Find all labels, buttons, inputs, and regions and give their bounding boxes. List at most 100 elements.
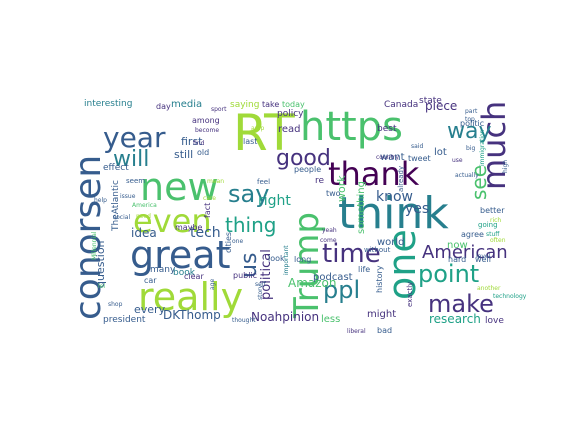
cloud-word: mean — [207, 178, 224, 185]
cloud-word: policy — [277, 109, 304, 119]
cloud-word: actually — [455, 172, 479, 179]
cloud-word: world — [377, 237, 405, 248]
cloud-word: America — [132, 202, 157, 209]
cloud-word: still — [174, 148, 193, 161]
cloud-word: bad — [377, 326, 392, 335]
cloud-word: conorsen — [68, 155, 109, 320]
cloud-word: book — [173, 268, 196, 278]
cloud-word: come — [320, 237, 337, 244]
cloud-word: big — [466, 145, 475, 152]
cloud-word: self — [255, 281, 266, 288]
cloud-word: Canada — [384, 100, 418, 110]
cloud-word: better — [480, 206, 505, 215]
cloud-word: seem — [126, 177, 145, 185]
cloud-word: want — [380, 152, 405, 163]
cloud-word: among — [192, 116, 220, 125]
cloud-word: public — [233, 271, 257, 280]
cloud-word: car — [144, 276, 157, 285]
cloud-word: fact — [203, 203, 212, 218]
cloud-word: thing — [225, 213, 276, 237]
cloud-word: agree — [461, 230, 484, 239]
cloud-word: take — [262, 100, 279, 109]
cloud-word: might — [367, 309, 396, 320]
cloud-word: see — [467, 165, 491, 200]
cloud-word: clear — [184, 272, 204, 281]
cloud-word: right — [258, 193, 291, 209]
cloud-word: one — [380, 229, 424, 300]
cloud-word: less — [321, 314, 340, 325]
cloud-word: often — [490, 237, 506, 244]
cloud-word: read — [278, 124, 301, 135]
cloud-word: history — [375, 265, 384, 293]
cloud-word: going — [478, 221, 498, 229]
cloud-word: day — [156, 102, 171, 111]
cloud-word: ppl — [323, 276, 360, 304]
cloud-word: Amazon — [288, 276, 337, 290]
cloud-word: high — [502, 160, 509, 173]
cloud-word: media — [171, 99, 202, 110]
cloud-word: exactly — [406, 282, 414, 307]
cloud-word: need — [136, 213, 151, 220]
cloud-word: much — [475, 101, 513, 190]
cloud-word: yeah — [322, 227, 337, 234]
cloud-word: one — [232, 238, 243, 245]
cloud-word: something — [356, 181, 367, 234]
cloud-word: question — [94, 240, 107, 288]
cloud-word: lol — [98, 283, 105, 290]
cloud-word: technology — [493, 293, 527, 300]
cloud-word: life — [358, 265, 370, 274]
cloud-word: level — [476, 253, 491, 260]
cloud-word: now — [447, 240, 468, 251]
cloud-word: amp — [251, 125, 265, 132]
cloud-word: story — [257, 284, 264, 300]
cloud-word: thought — [232, 317, 256, 324]
cloud-word: part — [465, 108, 478, 115]
cloud-word: hard — [448, 255, 466, 264]
cloud-word: https — [300, 104, 403, 150]
cloud-word: work — [335, 175, 348, 202]
cloud-word: today — [282, 100, 305, 109]
cloud-word: use — [452, 157, 463, 164]
cloud-word: saying — [230, 100, 259, 110]
cloud-word: care — [203, 195, 216, 202]
cloud-word: stuff — [486, 231, 500, 238]
cloud-word: shop — [108, 301, 123, 308]
cloud-word: way — [447, 119, 492, 144]
cloud-word: Millennial — [91, 231, 98, 260]
cloud-word: sport — [211, 106, 227, 113]
cloud-word: without — [364, 246, 391, 254]
cloud-word: piece — [425, 99, 457, 113]
cloud-word: already — [397, 166, 405, 192]
cloud-word: lot — [434, 147, 447, 158]
cloud-word: another — [477, 285, 501, 292]
cloud-word: cities — [224, 232, 233, 253]
cloud-word: research — [429, 312, 481, 326]
cloud-word: rich — [490, 217, 501, 224]
cloud-word: tweet — [408, 154, 431, 163]
cloud-word: TheAtlantic — [111, 180, 121, 232]
cloud-word: social — [113, 214, 130, 221]
cloud-word: us — [237, 253, 262, 278]
cloud-word: point — [418, 260, 479, 288]
cloud-word: well — [475, 255, 491, 264]
cloud-word: RT — [233, 104, 295, 162]
cloud-word: podcast — [313, 272, 353, 283]
cloud-word: state — [419, 96, 442, 106]
cloud-word: effect — [103, 163, 129, 173]
cloud-word: politic — [460, 119, 484, 128]
cloud-word: year — [103, 121, 166, 154]
cloud-word: feel — [257, 178, 270, 186]
cloud-word: even — [133, 202, 212, 240]
cloud-word: idea — [131, 226, 157, 240]
cloud-word: will — [113, 147, 149, 172]
cloud-word: know — [376, 189, 413, 205]
cloud-word: American — [422, 242, 508, 263]
cloud-word: time — [322, 239, 381, 269]
cloud-word: top — [465, 116, 475, 123]
cloud-word: say — [228, 180, 269, 208]
cloud-word: first — [181, 135, 203, 148]
cloud-word: two — [326, 189, 341, 198]
